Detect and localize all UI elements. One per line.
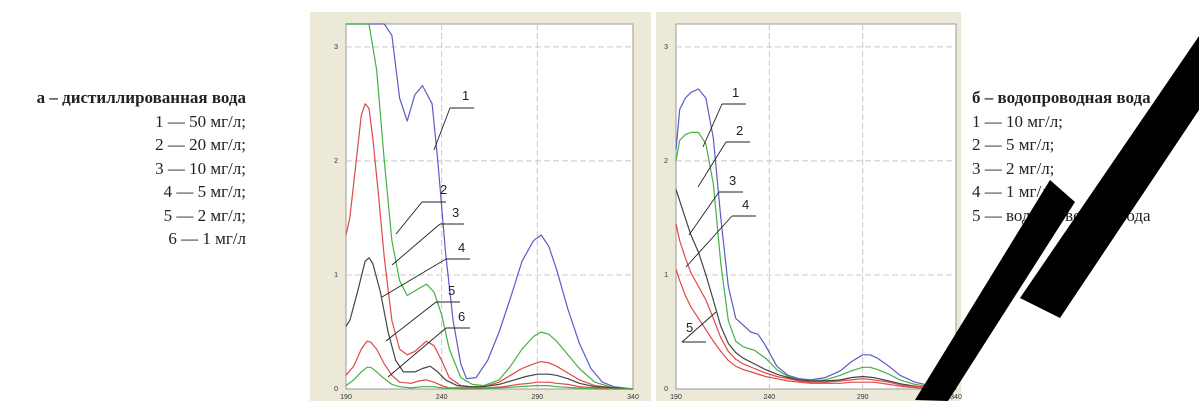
annotation-label: 5 — [448, 283, 455, 298]
annotation-label: 5 — [686, 320, 693, 335]
legend-b-item-4: 4 — 1 мг/л; — [972, 182, 1055, 201]
legend-b-item-3: 3 — 2 мг/л; — [972, 158, 1055, 178]
legend-b-title: б – водопроводная вода — [972, 88, 1151, 107]
legend-a-title: а – дистиллированная вода — [36, 88, 246, 107]
legend-b-item-2: 2 — 5 мг/л; — [972, 135, 1055, 154]
legend-b-item-5: 5 — водопроводная вода — [972, 205, 1151, 225]
annotation-label: 1 — [462, 88, 469, 103]
series-line-1 — [346, 23, 634, 390]
series-line-6 — [345, 366, 633, 390]
annotation-label: 6 — [458, 309, 465, 324]
annotation-leader — [697, 141, 727, 188]
annotation-leader — [685, 215, 733, 268]
series-line-4 — [675, 223, 957, 390]
annotation-leader — [381, 258, 447, 298]
annotation-label: 2 — [440, 182, 447, 197]
cropped-text-strip — [0, 0, 1199, 6]
legend-a-item-5: 5 — 2 мг/л; — [163, 205, 246, 225]
y-tick-label: 3 — [334, 44, 338, 51]
series-line-1 — [675, 88, 957, 390]
annotation-label: 4 — [458, 240, 465, 255]
series-line-4 — [345, 257, 634, 390]
y-tick-label: 1 — [664, 272, 668, 279]
legend-a: а – дистиллированная вода 1 — 50 мг/л; 2… — [0, 86, 246, 251]
y-tick-label: 2 — [334, 158, 338, 165]
annotation-leader — [387, 327, 447, 378]
x-tick-label: 290 — [857, 394, 869, 401]
x-tick-label: 190 — [670, 394, 682, 401]
series-line-2 — [675, 131, 957, 390]
annotation-label: 2 — [736, 123, 743, 138]
series-line-3 — [675, 189, 957, 390]
x-tick-label: 240 — [436, 394, 448, 401]
annotation-leader — [688, 191, 720, 236]
x-tick-label: 240 — [763, 394, 775, 401]
annotation-label: 3 — [729, 173, 736, 188]
x-tick-label: 340 — [627, 394, 639, 401]
annotation-label: 3 — [452, 205, 459, 220]
annotation-label: 1 — [732, 85, 739, 100]
y-tick-label: 2 — [664, 158, 668, 165]
legend-b: б – водопроводная вода 1 — 10 мг/л; 2 — … — [972, 86, 1199, 227]
legend-a-item-2: 2 — 20 мг/л; — [155, 135, 246, 154]
x-tick-label: 190 — [340, 394, 352, 401]
series-line-5 — [675, 269, 957, 390]
annotation-leader — [681, 311, 717, 343]
series-line-2 — [346, 23, 634, 390]
annotation-leader — [702, 103, 723, 148]
y-tick-label: 1 — [334, 272, 338, 279]
annotation-leader — [385, 301, 437, 342]
y-tick-label: 0 — [334, 386, 338, 393]
legend-b-item-1: 1 — 10 мг/л; — [972, 111, 1063, 131]
x-tick-label: 290 — [531, 394, 543, 401]
plot-area — [675, 23, 957, 390]
annotation-leader — [433, 107, 451, 151]
annotation-label: 4 — [742, 197, 749, 212]
annotation-leader — [395, 201, 423, 235]
annotation-leader — [391, 223, 441, 266]
legend-a-item-4: 4 — 5 мг/л; — [163, 182, 246, 201]
legend-a-item-3: 3 — 10 мг/л; — [155, 158, 246, 178]
legend-a-item-1: 1 — 50 мг/л; — [155, 111, 246, 131]
legend-a-item-6: 6 — 1 мг/л — [168, 229, 246, 248]
y-tick-label: 0 — [664, 386, 668, 393]
x-tick-label: 340 — [950, 394, 962, 401]
series-line-3 — [345, 103, 634, 390]
y-tick-label: 3 — [664, 44, 668, 51]
